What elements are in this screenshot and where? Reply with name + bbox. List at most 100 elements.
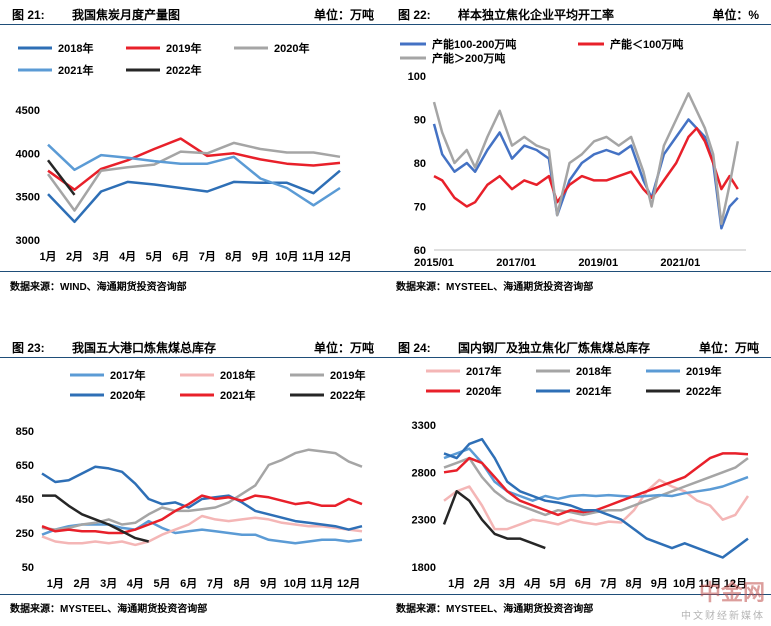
- fig3-legend-label-0: 2017年: [466, 364, 501, 378]
- fig2-legend-label-2: 2019年: [330, 368, 365, 382]
- fig22-title: 样本独立焦化企业平均开工率: [458, 8, 615, 22]
- fig2-series-line-0: [41, 519, 363, 545]
- fig0-legend-label-4: 2022年: [166, 63, 201, 77]
- fig3-xtick-0: 1月: [448, 577, 465, 590]
- fig1-series-line-0: [432, 118, 739, 230]
- fig3-xtick-11: 12月: [724, 577, 747, 590]
- fig3-legend-label-5: 2022年: [686, 384, 721, 398]
- fig2-xtick-2: 3月: [100, 577, 117, 590]
- fig1-ytick-1: 70: [414, 202, 426, 214]
- fig1-xtick-2: 2019/01: [578, 257, 618, 269]
- fig0-series-line-0: [47, 169, 341, 224]
- fig0-legend-label-1: 2019年: [166, 41, 201, 55]
- fig0-ytick-1: 3500: [16, 192, 40, 204]
- fig1-ytick-4: 100: [408, 71, 426, 83]
- fig3-xtick-1: 2月: [473, 577, 490, 590]
- fig3-xtick-4: 5月: [549, 577, 566, 590]
- fig21-source: 数据来源：WIND、海通期货投资咨询部: [10, 282, 187, 293]
- fig0-ytick-3: 4500: [16, 105, 40, 117]
- fig2-legend-label-3: 2020年: [110, 388, 145, 402]
- fig21-unit: 单位：万吨: [313, 8, 374, 22]
- fig2-series-line-4: [41, 494, 363, 535]
- fig23-header: 图 23: 我国五大港口炼焦煤总库存 单位：万吨: [0, 333, 386, 358]
- fig21-chart: 2018年 2019年 2020年 2021年 2022年 3000 3500 4000 450…: [16, 41, 352, 263]
- fig2-ytick-0: 50: [22, 562, 34, 574]
- fig1-legend-label-2: 产能＞200万吨: [432, 51, 505, 65]
- fig2-xtick-8: 9月: [260, 577, 277, 590]
- fig2-xtick-5: 6月: [180, 577, 197, 590]
- watermark-main: 中金网: [698, 580, 765, 605]
- fig24-title: 国内钢厂及独立焦化厂炼焦煤总库存: [458, 341, 651, 355]
- fig23-title: 我国五大港口炼焦煤总库存: [72, 341, 217, 355]
- fig3-legend-label-2: 2019年: [686, 364, 721, 378]
- fig0-legend-label-2: 2020年: [274, 41, 309, 55]
- fig3-xtick-2: 3月: [499, 577, 516, 590]
- fig1-xtick-0: 2015/01: [414, 257, 454, 269]
- fig3-ytick-2: 2800: [412, 467, 436, 479]
- fig2-legend-label-0: 2017年: [110, 368, 145, 382]
- fig0-ytick-0: 3000: [16, 235, 40, 247]
- fig3-legend-label-1: 2018年: [576, 364, 611, 378]
- fig0-series-line-4: [47, 159, 76, 196]
- fig21-number: 图 21:: [12, 8, 45, 22]
- fig3-ytick-0: 1800: [412, 562, 436, 574]
- fig3-ytick-1: 2300: [412, 515, 436, 527]
- fig1-legend-label-0: 产能100-200万吨: [432, 37, 516, 51]
- fig3-series-line-2: [443, 447, 749, 502]
- watermark: 中金网 中文财经新媒体: [681, 575, 765, 622]
- fig1-series-line-2: [432, 92, 740, 226]
- fig0-xtick-4: 5月: [146, 250, 163, 263]
- fig3-legend-label-4: 2021年: [576, 384, 611, 398]
- fig2-xtick-1: 2月: [73, 577, 90, 590]
- fig23-panel: 图 23: 我国五大港口炼焦煤总库存 单位：万吨 2017年 2018年 2019年…: [0, 333, 386, 626]
- fig3-legend-label-3: 2020年: [466, 384, 501, 398]
- fig22-header: 图 22: 样本独立焦化企业平均开工率 单位：%: [386, 0, 771, 25]
- fig2-xtick-10: 11月: [311, 577, 334, 590]
- fig0-xtick-6: 7月: [199, 250, 216, 263]
- fig24-header: 图 24: 国内钢厂及独立焦化厂炼焦煤总库存 单位：万吨: [386, 333, 771, 358]
- fig3-xtick-10: 11月: [699, 577, 722, 590]
- fig3-series-line-1: [443, 456, 749, 517]
- fig1-legend-label-1: 产能＜100万吨: [610, 37, 683, 51]
- fig24-source: 数据来源：MYSTEEL、海通期货投资咨询部: [396, 604, 594, 615]
- fig2-xtick-7: 8月: [233, 577, 250, 590]
- fig24-number: 图 24:: [398, 341, 431, 355]
- fig23-unit: 单位：万吨: [313, 341, 374, 355]
- fig3-xtick-6: 7月: [600, 577, 617, 590]
- fig0-xtick-5: 6月: [172, 250, 189, 263]
- fig24-panel: 图 24: 国内钢厂及独立焦化厂炼焦煤总库存 单位：万吨 2017年 2018年 2…: [386, 333, 771, 626]
- fig1-xtick-3: 2021/01: [660, 257, 700, 269]
- fig0-legend-label-0: 2018年: [58, 41, 93, 55]
- fig2-xtick-6: 7月: [207, 577, 224, 590]
- fig23-source: 数据来源：MYSTEEL、海通期货投资咨询部: [10, 604, 208, 615]
- watermark-sub: 中文财经新媒体: [681, 611, 765, 622]
- fig3-ytick-3: 3300: [412, 420, 436, 432]
- fig2-series-line-2: [41, 448, 363, 531]
- fig2-series-line-5: [42, 494, 150, 543]
- fig0-xtick-1: 2月: [66, 250, 83, 263]
- fig3-xtick-8: 9月: [651, 577, 668, 590]
- fig0-xtick-9: 10月: [275, 250, 298, 263]
- fig22-panel: 图 22: 样本独立焦化企业平均开工率 单位：% 产能100-200万吨 产能＜1…: [386, 0, 771, 305]
- fig3-xtick-3: 4月: [524, 577, 541, 590]
- fig2-xtick-0: 1月: [47, 577, 64, 590]
- fig0-xtick-2: 3月: [93, 250, 110, 263]
- fig0-xtick-8: 9月: [252, 250, 269, 263]
- fig1-ytick-2: 80: [414, 158, 426, 170]
- fig2-ytick-4: 850: [16, 426, 34, 438]
- fig0-legend-label-3: 2021年: [58, 63, 93, 77]
- fig3-xtick-9: 10月: [673, 577, 696, 590]
- fig2-ytick-2: 450: [16, 494, 34, 506]
- fig2-legend-label-4: 2021年: [220, 388, 255, 402]
- fig22-number: 图 22:: [398, 8, 431, 22]
- fig1-series-line-1: [433, 126, 739, 208]
- fig2-legend-label-5: 2022年: [330, 388, 365, 402]
- fig2-ytick-3: 650: [16, 460, 34, 472]
- fig0-xtick-7: 8月: [225, 250, 242, 263]
- fig1-ytick-0: 60: [414, 245, 426, 257]
- fig22-unit: 单位：%: [712, 8, 759, 22]
- fig0-series-line-1: [47, 137, 341, 191]
- fig3-series-line-0: [443, 478, 750, 531]
- fig2-xtick-3: 4月: [127, 577, 144, 590]
- fig0-xtick-11: 12月: [328, 250, 351, 263]
